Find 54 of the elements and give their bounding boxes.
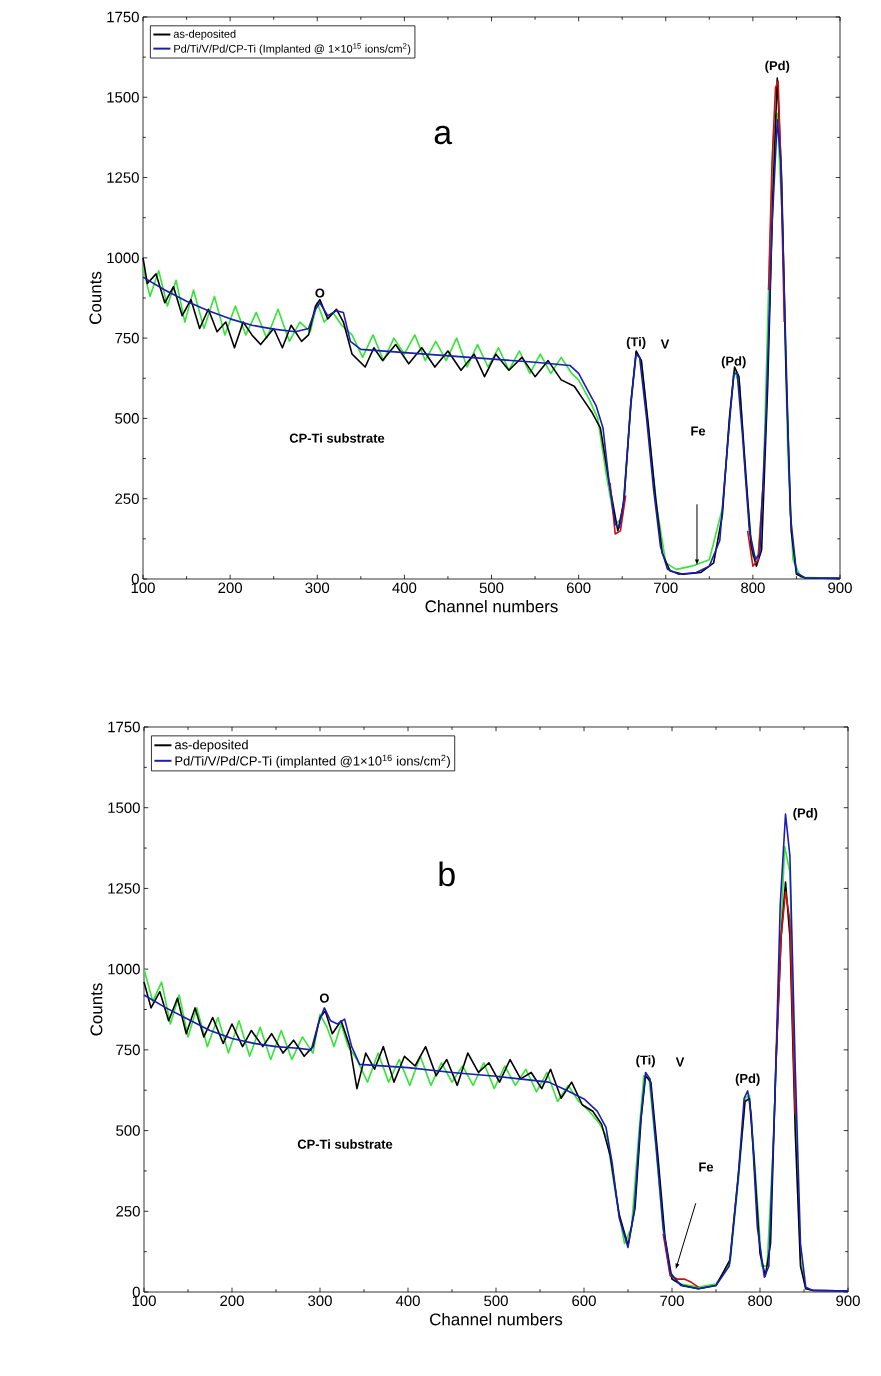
x-axis-title: Channel numbers — [430, 1312, 563, 1326]
y-tick-label: 500 — [115, 413, 139, 424]
x-tick-label: 700 — [660, 1295, 684, 1307]
annotation: V — [660, 339, 670, 349]
x-tick-label: 600 — [566, 582, 591, 594]
y-tick-label: 1250 — [107, 172, 139, 183]
x-tick-label: 900 — [836, 1295, 860, 1307]
x-tick-label: 600 — [572, 1295, 596, 1307]
y-tick-label: 1750 — [107, 11, 139, 23]
y-tick-label: 750 — [115, 332, 139, 344]
legend-label: Pd/Ti/V/Pd/CP-Ti (Implanted @ 1×10$^{15}$ ions/cm$^{2}$) — [174, 43, 411, 55]
x-tick-label: 200 — [220, 1295, 244, 1307]
legend-label: as-deposited — [174, 739, 248, 752]
text: a — [434, 125, 453, 145]
legend-label: Pd/Ti/V/Pd/CP-Ti (implanted @1×10$^{16}$ ions/cm$^{2}$) — [175, 754, 450, 769]
annotation: (Ti) — [626, 336, 646, 349]
x-axis-title: Channel numbers — [425, 599, 558, 613]
y-tick-label: 250 — [116, 1205, 140, 1217]
annotation: (Ti) — [636, 1055, 655, 1068]
x-tick-label: 700 — [654, 582, 678, 594]
legend-label: as-deposited — [173, 29, 236, 41]
y-tick-label: 1000 — [108, 963, 140, 975]
x-tick-label: 800 — [741, 582, 765, 594]
y-tick-label: 1250 — [108, 883, 140, 894]
annotation: V — [675, 1057, 685, 1067]
y-tick-label: 1500 — [107, 91, 139, 103]
x-tick-label: 200 — [218, 582, 242, 594]
annotation: (Pd) — [735, 1073, 760, 1086]
x-tick-label: 400 — [395, 1295, 420, 1307]
x-tick-label: 300 — [305, 582, 330, 594]
annotation: CP-Ti substrate — [289, 433, 385, 443]
y-axis-title: Counts — [89, 271, 102, 324]
annotation: (Pd) — [765, 60, 790, 73]
annotation: (Pd) — [793, 808, 818, 821]
y-tick-label: 1500 — [108, 802, 140, 813]
y-tick-label: 1750 — [108, 721, 140, 733]
y-axis-title: Counts — [90, 983, 103, 1036]
annotation: Fe — [699, 1162, 714, 1172]
annotation: Fe — [691, 426, 706, 436]
x-tick-label: 400 — [392, 582, 417, 594]
text: b — [439, 861, 455, 887]
y-tick-label: 750 — [116, 1044, 140, 1056]
x-tick-label: 500 — [484, 1295, 508, 1307]
annotation: (Pd) — [721, 356, 746, 369]
x-tick-label: 500 — [479, 582, 504, 594]
x-tick-label: 300 — [308, 1295, 332, 1307]
x-tick-label: 800 — [748, 1295, 772, 1307]
x-tick-label: 900 — [828, 582, 852, 594]
annotation: O — [319, 993, 329, 1003]
y-tick-label: 500 — [116, 1125, 140, 1136]
annotation: CP-Ti substrate — [297, 1139, 393, 1149]
annotation: O — [315, 288, 325, 298]
y-tick-label: 1000 — [107, 252, 139, 264]
y-tick-label: 250 — [115, 493, 139, 504]
